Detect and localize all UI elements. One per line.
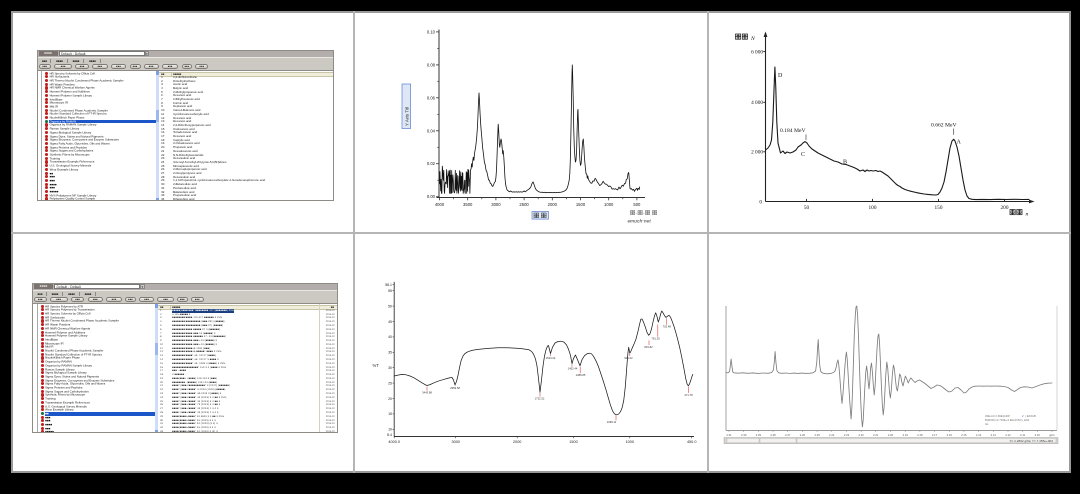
svg-text:%T: %T bbox=[373, 363, 380, 368]
svg-text:) E03GB: ) E03GB bbox=[1025, 414, 1036, 418]
svg-text:50: 50 bbox=[804, 205, 810, 211]
svg-text:2.22: 2.22 bbox=[858, 433, 864, 437]
svg-text:471.78: 471.78 bbox=[684, 393, 693, 397]
svg-text:0: 0 bbox=[759, 200, 762, 206]
svg-text:2.27: 2.27 bbox=[785, 433, 791, 437]
svg-text:2.11: 2.11 bbox=[1020, 433, 1026, 437]
svg-text:1000: 1000 bbox=[604, 202, 614, 207]
svg-text:2.13: 2.13 bbox=[991, 433, 997, 437]
svg-text:20: 20 bbox=[388, 397, 392, 401]
svg-text:0.10: 0.10 bbox=[427, 29, 436, 34]
svg-text:2000: 2000 bbox=[513, 440, 521, 444]
svg-text:Y Axis Titl: Y Axis Titl bbox=[405, 107, 410, 126]
svg-text:2000: 2000 bbox=[548, 202, 558, 207]
svg-text:4000: 4000 bbox=[435, 202, 445, 207]
svg-text:35: 35 bbox=[388, 351, 392, 355]
svg-text:25: 25 bbox=[388, 381, 392, 385]
svg-text:2.21: 2.21 bbox=[873, 433, 879, 437]
svg-text:2.24: 2.24 bbox=[829, 433, 835, 437]
svg-text:8.4: 8.4 bbox=[387, 433, 392, 437]
svg-text:2500: 2500 bbox=[519, 202, 529, 207]
svg-text:2.15: 2.15 bbox=[961, 433, 967, 437]
svg-text:2.28: 2.28 bbox=[770, 433, 776, 437]
svg-text:4000.0: 4000.0 bbox=[388, 440, 400, 444]
svg-text:0.184 MeV: 0.184 MeV bbox=[780, 128, 805, 134]
svg-text:3000: 3000 bbox=[491, 202, 501, 207]
svg-text:1452.44: 1452.44 bbox=[568, 367, 578, 371]
svg-text:-: - bbox=[643, 211, 645, 216]
svg-text:-: - bbox=[636, 211, 638, 216]
svg-text:40: 40 bbox=[388, 335, 392, 339]
svg-text:2.18: 2.18 bbox=[917, 433, 923, 437]
svg-text:2.29: 2.29 bbox=[756, 433, 762, 437]
svg-text:1634.24: 1634.24 bbox=[546, 356, 556, 360]
svg-text:0.04: 0.04 bbox=[427, 128, 436, 133]
svg-text:2.17: 2.17 bbox=[932, 433, 938, 437]
svg-text:2.23: 2.23 bbox=[844, 433, 850, 437]
svg-text:0.02: 0.02 bbox=[427, 161, 436, 166]
svg-text:2: 2 bbox=[1022, 414, 1024, 418]
svg-text:1500: 1500 bbox=[576, 202, 586, 207]
svg-text:2.31: 2.31 bbox=[726, 433, 732, 437]
svg-text:2.19: 2.19 bbox=[903, 433, 909, 437]
svg-text:702.48: 702.48 bbox=[663, 325, 672, 329]
svg-text:1099.11: 1099.11 bbox=[607, 420, 617, 424]
svg-text:100: 100 bbox=[869, 205, 877, 211]
svg-text:2 000: 2 000 bbox=[751, 150, 763, 156]
svg-text:2.12: 2.12 bbox=[1005, 433, 1011, 437]
svg-text:6 000: 6 000 bbox=[751, 49, 763, 55]
svg-text:3000: 3000 bbox=[451, 440, 459, 444]
svg-text:2959.58: 2959.58 bbox=[450, 386, 460, 390]
svg-text:0.00: 0.00 bbox=[427, 194, 436, 199]
svg-text:500: 500 bbox=[633, 202, 641, 207]
svg-text:emuch·net: emuch·net bbox=[628, 218, 652, 223]
svg-text:X= 2.2802 g/Ne Y= 7.455e+003: X= 2.2802 g/Ne Y= 7.455e+003 bbox=[1009, 439, 1053, 443]
svg-text:1732.52: 1732.52 bbox=[535, 396, 545, 400]
svg-text:15: 15 bbox=[388, 412, 392, 416]
svg-text:450.0: 450.0 bbox=[687, 440, 697, 444]
svg-text:150: 150 bbox=[935, 205, 943, 211]
svg-text:B(MOD)=2.730E+3 E02(OSC), E04: B(MOD)=2.730E+3 E02(OSC), E04 bbox=[985, 418, 1030, 422]
svg-text:200: 200 bbox=[1001, 205, 1009, 211]
svg-text:n: n bbox=[1026, 211, 1029, 217]
svg-text:50: 50 bbox=[388, 304, 392, 308]
svg-text:g/cm: g/cm bbox=[1049, 433, 1056, 437]
svg-text:10: 10 bbox=[388, 428, 392, 432]
svg-text:1389.85: 1389.85 bbox=[576, 373, 586, 377]
svg-text:0.06: 0.06 bbox=[427, 95, 436, 100]
svg-text:2.10: 2.10 bbox=[1035, 433, 1041, 437]
svg-text:C: C bbox=[801, 152, 805, 158]
svg-text:2.20: 2.20 bbox=[888, 433, 894, 437]
svg-text:WELLR 2.99E(GRP: WELLR 2.99E(GRP bbox=[985, 414, 1010, 418]
svg-text:GL: GL bbox=[985, 422, 989, 426]
svg-text:D: D bbox=[778, 73, 783, 79]
svg-text:N: N bbox=[750, 36, 755, 42]
svg-text:30: 30 bbox=[388, 366, 392, 370]
svg-text:941.02: 941.02 bbox=[624, 356, 633, 360]
svg-text:58.1: 58.1 bbox=[385, 283, 392, 287]
svg-text:4 000: 4 000 bbox=[751, 100, 763, 106]
svg-text:3500: 3500 bbox=[463, 202, 473, 207]
svg-text:1500: 1500 bbox=[569, 440, 577, 444]
svg-text:0.08: 0.08 bbox=[427, 62, 436, 67]
svg-text:2.26: 2.26 bbox=[800, 433, 806, 437]
svg-text:2.30: 2.30 bbox=[741, 433, 747, 437]
svg-text:2.25: 2.25 bbox=[814, 433, 820, 437]
svg-text:B: B bbox=[843, 160, 847, 166]
svg-text:2.14: 2.14 bbox=[976, 433, 982, 437]
svg-text:45: 45 bbox=[388, 320, 392, 324]
svg-text:801.82: 801.82 bbox=[644, 345, 653, 349]
svg-text:3443.88: 3443.88 bbox=[422, 391, 432, 395]
svg-text:A: A bbox=[957, 140, 962, 146]
svg-text:2.16: 2.16 bbox=[947, 433, 953, 437]
svg-text:55: 55 bbox=[388, 289, 392, 293]
svg-text:761.29: 761.29 bbox=[651, 337, 660, 341]
svg-text:1000: 1000 bbox=[626, 440, 634, 444]
svg-text:0.662 MeV: 0.662 MeV bbox=[931, 123, 956, 129]
